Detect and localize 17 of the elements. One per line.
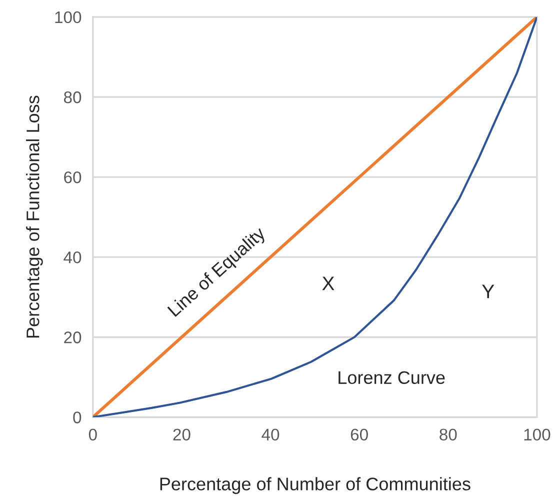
x-tick-label: 80	[440, 428, 457, 441]
y-tick-label: 60	[64, 171, 82, 184]
annotation: X	[322, 276, 334, 290]
y-axis-title: Percentage of Functional Loss	[26, 96, 43, 338]
y-tick-label: 0	[73, 412, 82, 424]
series-label: Lorenz Curve	[338, 371, 445, 384]
x-tick-label: 60	[350, 428, 368, 441]
x-tick-label: 0	[88, 428, 97, 441]
x-tick-label: 100	[524, 428, 550, 441]
y-tick-label: 20	[64, 332, 82, 344]
y-tick-label: 100	[55, 11, 82, 24]
y-tick-label: 80	[64, 91, 82, 104]
x-tick-label: 20	[173, 428, 190, 441]
x-axis-title: Percentage of Number of Communities	[160, 477, 470, 494]
annotation: Y	[482, 284, 494, 298]
x-tick-label: 40	[262, 428, 280, 441]
y-tick-label: 40	[64, 251, 82, 264]
